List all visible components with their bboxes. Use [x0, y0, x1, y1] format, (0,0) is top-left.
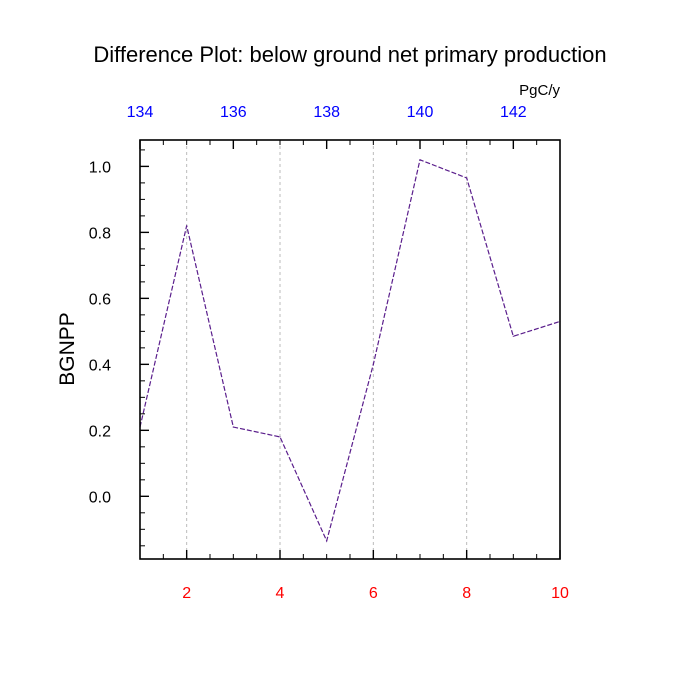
data-point-9 [512, 335, 514, 337]
y-tick-label-1: 0.2 [89, 423, 111, 440]
data-point-8 [466, 177, 468, 179]
top-tick-label-138: 138 [313, 104, 340, 121]
top-tick-label-136: 136 [220, 104, 247, 121]
chart-title: Difference Plot: below ground net primar… [93, 42, 606, 67]
y-axis-label: BGNPP [56, 312, 79, 386]
x-tick-label-4: 4 [276, 585, 285, 602]
top-tick-label-142: 142 [500, 104, 527, 121]
y-tick-label-4: 0.8 [89, 225, 111, 242]
grid-lines [186, 140, 468, 559]
x-tick-label-2: 2 [182, 585, 191, 602]
data-point-7 [419, 159, 421, 161]
y-tick-label-0: 0.0 [89, 489, 111, 506]
data-point-5 [326, 540, 328, 542]
data-point-2 [186, 225, 188, 227]
data-point-6 [372, 363, 374, 365]
series-layer [139, 158, 561, 543]
data-point-4 [279, 436, 281, 438]
y-tick-label-5: 1.0 [89, 159, 111, 176]
x-tick-label-10: 10 [551, 585, 569, 602]
axes: 2 4 6 8 10 134 136 138 140 142 0.0 0.2 0.4 0.6 0.8 1.0 [89, 104, 569, 602]
x-tick-label-6: 6 [369, 585, 378, 602]
data-point-3 [232, 426, 234, 428]
x-tick-label-8: 8 [462, 585, 471, 602]
y-tick-label-3: 0.6 [89, 291, 111, 308]
top-tick-label-134: 134 [127, 104, 154, 121]
y-tick-label-2: 0.4 [89, 357, 111, 374]
top-axis-unit: PgC/y [519, 82, 560, 99]
series-line-0 [139, 158, 561, 543]
top-tick-label-140: 140 [407, 104, 434, 121]
plot-frame [139, 139, 561, 560]
